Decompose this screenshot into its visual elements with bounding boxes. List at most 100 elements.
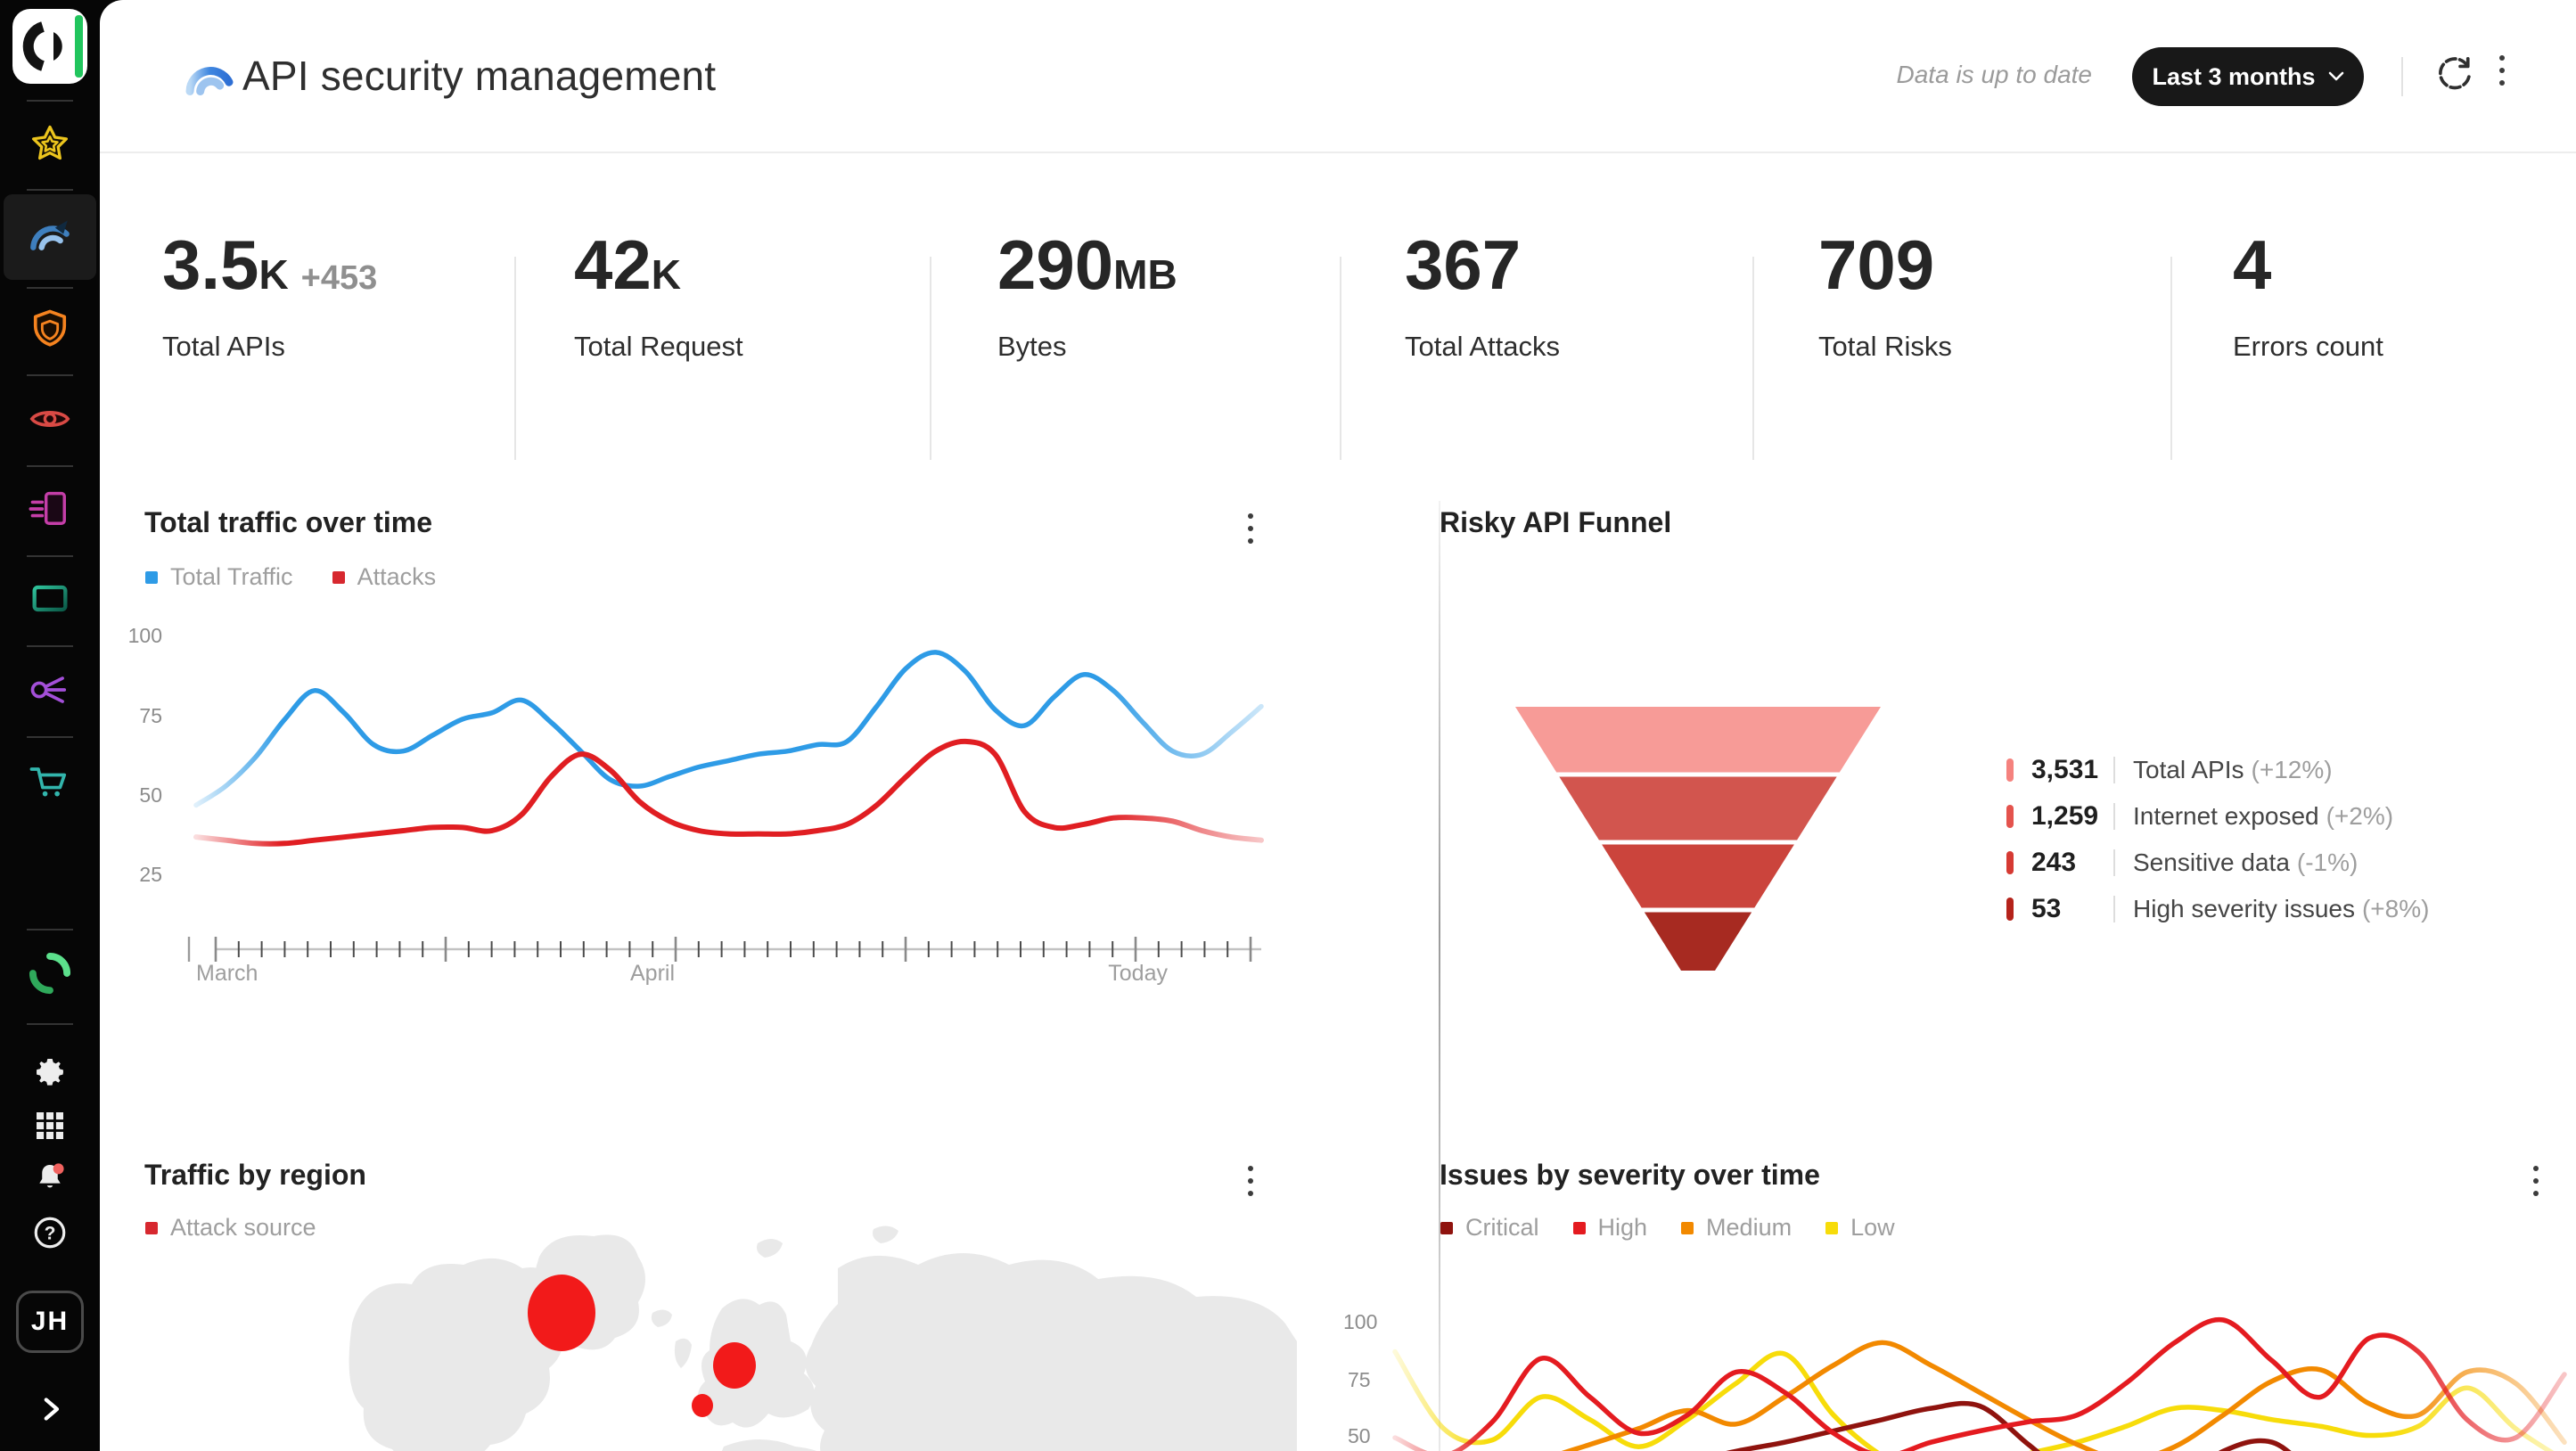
legend-swatch [1825,1221,1839,1234]
funnel-segment [1602,844,1794,908]
world-map [349,1226,1297,1451]
help-icon: ? [34,1217,66,1249]
sidebar-collapse-button[interactable] [32,1390,70,1428]
chart-title: Traffic by region [144,1159,366,1191]
y-tick: 75 [139,704,162,727]
stat-total-attacks: 367 Total Attacks [1405,225,1561,362]
legend-swatch [332,570,345,584]
legend-item-attacks[interactable]: Attacks [332,563,436,591]
legend-swatch [1440,1221,1453,1234]
stat-delta: +453 [300,259,378,297]
stat-errors-count: 4 Errors count [2233,225,2383,362]
divider [930,257,931,460]
eye-icon [29,411,70,427]
legend-item-high[interactable]: High [1572,1214,1647,1242]
funnel-segment [1559,776,1837,840]
time-range-button[interactable]: Last 3 months [2132,47,2364,106]
divider [27,555,73,557]
divider [1752,257,1754,460]
y-tick: 100 [127,624,162,647]
app-logo[interactable] [12,9,87,84]
divider [27,736,73,738]
divider [27,287,73,289]
stat-total-apis: 3.5K +453 Total APIs [162,225,378,362]
chevron-down-icon [2328,71,2343,81]
refresh-button[interactable] [2432,52,2478,98]
sidebar-item-workers[interactable] [0,558,100,640]
region-legend: Attack source [145,1214,316,1242]
sidebar-item-sync[interactable] [0,932,100,1014]
funnel-card: Risky API Funnel 3,531 Total APIs (+12%) … [1339,499,2576,1070]
x-label-april: April [630,961,676,986]
legend-item-critical[interactable]: Critical [1440,1214,1539,1242]
blue-arcs-icon [182,50,237,105]
y-tick: 50 [139,783,162,807]
sidebar-item-network[interactable] [0,649,100,731]
divider [27,1023,73,1025]
divider [2113,896,2115,922]
severity-legend: Critical High Medium Low [1440,1214,1895,1242]
legend-item-attack-source[interactable]: Attack source [145,1214,316,1242]
refresh-icon [2439,56,2472,90]
funnel-row-sensitive-data: 243 Sensitive data (-1%) [2006,840,2429,886]
avatar[interactable]: JH [16,1291,84,1353]
funnel-row-internet-exposed: 1,259 Internet exposed (+2%) [2006,793,2429,840]
attack-bubble-eastern-europe [713,1342,756,1389]
sidebar-settings[interactable] [0,1050,100,1094]
sidebar-help[interactable]: ? [0,1210,100,1255]
severity-kebab-menu[interactable] [2533,1166,2539,1196]
divider [2113,757,2115,783]
y-tick: 50 [1348,1424,1371,1447]
sidebar-item-favorites[interactable] [0,103,100,185]
gauge-arcs-icon [30,220,70,250]
divider [2113,849,2115,876]
x-label-today: Today [1108,961,1168,986]
legend-item-low[interactable]: Low [1825,1214,1895,1242]
stats-row: 3.5K +453 Total APIs 42K Total Request 29… [100,205,2576,472]
page-title: API security management [242,53,717,99]
chart-title: Risky API Funnel [1440,506,1672,538]
svg-text:?: ? [45,1224,56,1244]
traffic-line-chart [187,650,1264,962]
avatar-initials: JH [30,1307,70,1336]
divider [27,100,73,102]
divider [27,189,73,191]
severity-card: Issues by severity over time Critical Hi… [1339,1150,2576,1451]
divider [27,645,73,647]
sidebar-notifications[interactable] [0,1155,100,1200]
funnel-marker [2006,805,2014,828]
legend-item-total-traffic[interactable]: Total Traffic [145,563,293,591]
header-kebab-menu[interactable] [2499,55,2505,86]
chart-title: Total traffic over time [144,506,433,538]
sidebar-item-api-security-active[interactable] [4,194,96,280]
funnel-marker [2006,758,2014,782]
x-label-march: March [196,961,258,986]
divider [2113,803,2115,830]
sidebar-item-marketplace[interactable] [0,740,100,822]
legend-item-medium[interactable]: Medium [1681,1214,1792,1242]
divider [514,257,516,460]
region-kebab-menu[interactable] [1248,1166,1253,1196]
cart-icon [29,767,67,797]
sidebar-item-logs[interactable] [0,468,100,550]
y-tick: 75 [1348,1368,1371,1391]
divider [2401,57,2403,96]
sidebar-item-shield[interactable] [0,289,100,371]
share-network-icon [30,676,67,703]
traffic-card: Total traffic over time Total Traffic At… [100,499,1339,1070]
traffic-kebab-menu[interactable] [1248,513,1253,544]
funnel-row-high-severity: 53 High severity issues (+8%) [2006,886,2429,932]
sidebar-item-observability[interactable] [0,378,100,460]
divider [2170,257,2172,460]
bell-icon [39,1163,64,1188]
traffic-legend: Total Traffic Attacks [145,563,436,591]
sidebar-apps[interactable] [0,1103,100,1148]
page-header: API security management Data is up to da… [100,0,2576,153]
monitor-icon [32,585,68,612]
funnel-segment [1515,707,1881,773]
legend-swatch [1681,1221,1694,1234]
gear-icon [37,1059,63,1086]
shield-icon [33,309,67,347]
main-content: API security management Data is up to da… [100,0,2576,1451]
